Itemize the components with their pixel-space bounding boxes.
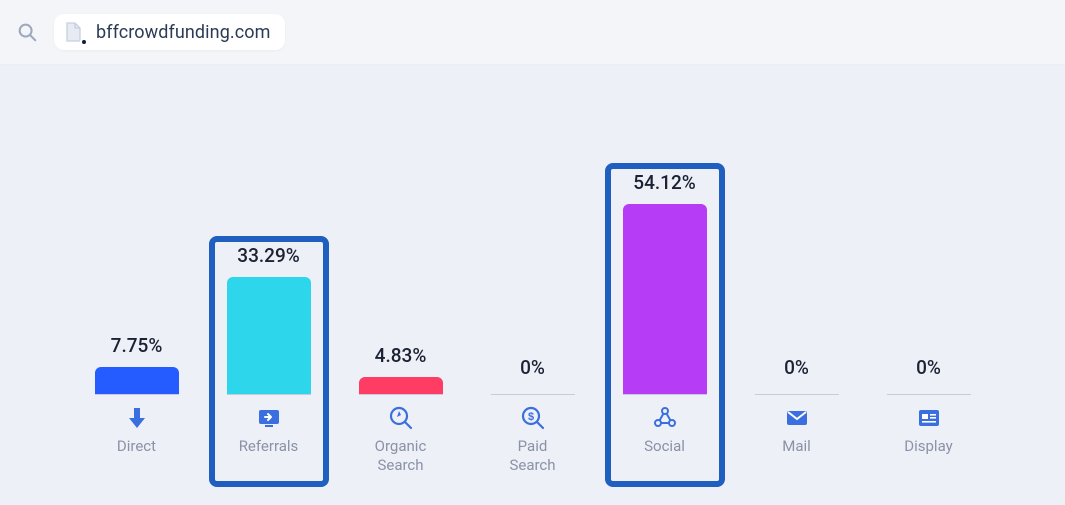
site-name: bffcrowdfunding.com — [96, 22, 271, 43]
chart-column-organic: 4.83% OrganicSearch — [359, 344, 443, 475]
envelope-icon — [785, 405, 809, 431]
percent-label: 7.75% — [111, 334, 163, 357]
search-icon[interactable] — [16, 21, 38, 43]
category-label: Social — [644, 437, 685, 475]
category-label: OrganicSearch — [375, 437, 427, 475]
bar-slot — [887, 389, 971, 395]
chart-column-paid: 0% PaidSearch — [491, 356, 575, 475]
favicon-placeholder-icon — [62, 20, 86, 44]
percent-label: 0% — [916, 356, 941, 379]
bar-slot — [95, 367, 179, 395]
category-label: PaidSearch — [509, 437, 555, 475]
dollar-search-icon — [521, 405, 545, 431]
category-label: Referrals — [239, 437, 299, 475]
chart-column-display: 0% Display — [887, 356, 971, 475]
top-bar: bffcrowdfunding.com — [0, 0, 1065, 65]
traffic-sources-chart: 7.75% Direct 33.29% Referrals 4.83% OrganicSe… — [0, 65, 1065, 505]
percent-label: 54.12% — [633, 171, 695, 194]
screen-arrow-icon — [257, 405, 281, 431]
percent-label: 33.29% — [237, 244, 299, 267]
bar-slot — [491, 389, 575, 395]
bar-slot — [227, 277, 311, 395]
category-label: Direct — [117, 437, 156, 475]
bar — [623, 204, 707, 394]
chart-column-referrals: 33.29% Referrals — [227, 244, 311, 475]
share-nodes-icon — [653, 405, 677, 431]
percent-label: 0% — [520, 356, 545, 379]
arrow-down-icon — [125, 405, 149, 431]
percent-label: 4.83% — [375, 344, 427, 367]
site-chip[interactable]: bffcrowdfunding.com — [54, 14, 285, 50]
chart-column-direct: 7.75% Direct — [95, 334, 179, 475]
category-label: Display — [904, 437, 952, 475]
bar — [95, 367, 179, 394]
news-icon — [917, 405, 941, 431]
bar-slot — [359, 377, 443, 395]
compass-search-icon — [389, 405, 413, 431]
bar-slot — [755, 389, 839, 395]
bar-slot — [623, 204, 707, 395]
category-label: Mail — [782, 437, 811, 475]
bar — [359, 377, 443, 394]
percent-label: 0% — [784, 356, 809, 379]
bar — [227, 277, 311, 394]
chart-column-social: 54.12% Social — [623, 171, 707, 475]
chart-column-mail: 0% Mail — [755, 356, 839, 475]
